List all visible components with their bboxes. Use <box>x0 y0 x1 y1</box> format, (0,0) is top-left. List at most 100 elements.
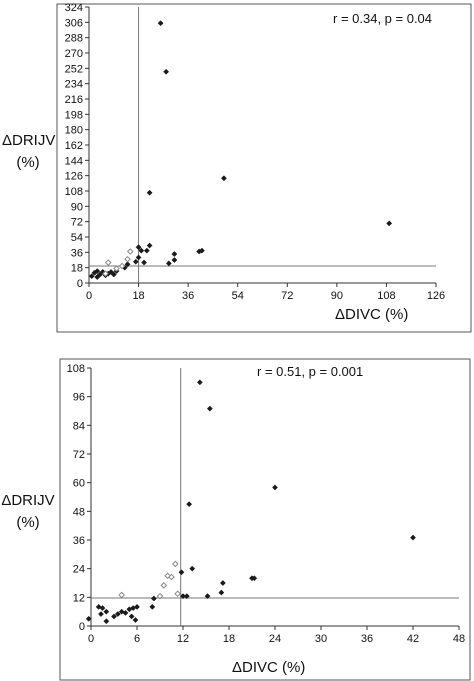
data-point-filled <box>111 613 117 620</box>
x-tick-label: 90 <box>331 290 343 302</box>
x-tick-label: 6 <box>134 633 140 645</box>
data-point-filled <box>98 611 104 618</box>
data-point-filled <box>134 603 140 610</box>
data-point-open <box>160 582 168 589</box>
data-point-filled <box>183 593 190 600</box>
x-axis-label: ΔDIVC (%) <box>232 659 306 676</box>
data-point-filled <box>149 603 156 610</box>
y-tick-label: 0 <box>77 278 83 290</box>
y-axis-label-line1: ΔDRIJV <box>1 492 55 509</box>
data-point-filled <box>135 244 142 251</box>
data-point-filled <box>386 220 393 227</box>
scatter-plot-bottom: 0 12 24 36 48 60 72 84 96 108 0 6 12 18 24 30 36 42 48 <box>59 358 471 681</box>
y-tick-label: 84 <box>73 420 85 432</box>
x-tick-label: 42 <box>407 633 419 645</box>
data-point-open <box>124 255 131 263</box>
data-point-filled <box>114 611 121 618</box>
y-tick-label: 60 <box>73 478 85 490</box>
chart-panel-bottom: ΔDRIJV (%) ΔDIVC (%) r = 0.51, p = 0.001… <box>0 355 474 681</box>
y-tick-label: 54 <box>71 232 83 244</box>
y-tick-label: 270 <box>65 48 83 60</box>
y-axis-label: ΔDRIJV (%) <box>0 490 56 534</box>
y-axis-label: ΔDRIJV (%) <box>2 130 56 174</box>
x-tick-label: 72 <box>281 290 293 302</box>
data-point-filled <box>122 609 129 616</box>
y-axis-label-line2: (%) <box>16 154 40 171</box>
data-point-open <box>113 265 120 272</box>
data-point-filled <box>128 613 135 620</box>
y-tick-label: 36 <box>73 535 85 547</box>
data-point-filled <box>88 273 95 280</box>
x-tick-label: 24 <box>269 633 281 645</box>
data-point-open <box>118 262 126 270</box>
y-tick-label: 306 <box>65 17 83 29</box>
y-tick-label: 108 <box>67 363 85 375</box>
data-point-filled <box>118 608 125 615</box>
y-axis-label-line1: ΔDRIJV <box>2 132 56 149</box>
x-tick-label: 0 <box>86 290 92 302</box>
y-tick-label: 126 <box>65 171 83 183</box>
data-point-filled <box>132 617 139 623</box>
x-tick-label: 30 <box>315 633 327 645</box>
y-tick-label: 72 <box>71 217 83 229</box>
data-point-filled <box>94 268 101 275</box>
data-point-filled <box>171 251 178 257</box>
data-point-filled <box>150 595 157 602</box>
chart-panel-top: ΔDRIJV (%) ΔDIVC (%) r = 0.34, p = 0.04 … <box>0 0 474 340</box>
data-point-filled <box>163 68 170 75</box>
y-tick-label: 162 <box>65 140 83 152</box>
data-point-filled <box>138 247 145 254</box>
chart-frame <box>59 358 471 681</box>
y-tick-label: 198 <box>65 109 83 121</box>
x-tick-label: 12 <box>177 633 189 645</box>
y-tick-label: 96 <box>73 392 85 404</box>
data-point-open <box>168 573 175 581</box>
data-point-filled <box>146 242 153 249</box>
data-point-filled <box>103 608 110 615</box>
y-tick-label: 216 <box>65 94 83 106</box>
data-point-filled <box>220 175 227 182</box>
y-tick-label: 252 <box>65 63 83 75</box>
x-tick-label: 126 <box>427 290 445 302</box>
data-point-filled <box>186 501 193 508</box>
data-point-filled <box>219 580 226 586</box>
x-axis-label: ΔDIVC (%) <box>335 306 409 323</box>
y-tick-label: 36 <box>71 247 83 259</box>
data-point-filled <box>124 261 131 268</box>
data-point-filled <box>410 534 416 541</box>
data-point-filled <box>99 605 106 612</box>
y-tick-label: 0 <box>79 621 85 633</box>
data-point-filled <box>180 593 186 600</box>
data-point-filled <box>146 189 153 196</box>
data-point-filled <box>196 379 203 386</box>
data-point-open <box>156 592 164 600</box>
data-point-filled <box>85 615 92 622</box>
y-tick-label: 18 <box>71 263 83 275</box>
data-point-filled <box>189 565 196 572</box>
correlation-annotation: r = 0.51, p = 0.001 <box>257 364 364 379</box>
data-point-filled <box>171 257 178 263</box>
y-tick-label: 108 <box>65 186 83 198</box>
y-tick-label: 24 <box>73 564 85 576</box>
scatter-plot-top: 0183654729010812614416218019821623425227… <box>56 2 472 333</box>
data-point-filled <box>198 247 205 254</box>
y-tick-label: 12 <box>73 592 85 604</box>
data-point-filled <box>110 271 117 278</box>
data-point-filled <box>165 260 172 267</box>
data-point-open <box>174 590 181 598</box>
y-tick-label: 324 <box>65 2 83 14</box>
y-tick-label: 180 <box>65 125 83 137</box>
data-point-open <box>118 591 125 599</box>
chart-frame <box>56 3 472 333</box>
data-point-filled <box>143 247 150 254</box>
data-point-filled <box>218 589 225 596</box>
x-tick-label: 36 <box>182 290 194 302</box>
data-point-filled <box>251 575 258 582</box>
data-point-filled <box>141 259 148 266</box>
x-tick-label: 48 <box>453 633 465 645</box>
y-tick-label: 90 <box>71 201 83 213</box>
data-point-open <box>104 259 112 266</box>
x-tick-label: 0 <box>88 633 94 645</box>
data-point-filled <box>132 258 139 265</box>
data-point-filled <box>272 484 278 491</box>
